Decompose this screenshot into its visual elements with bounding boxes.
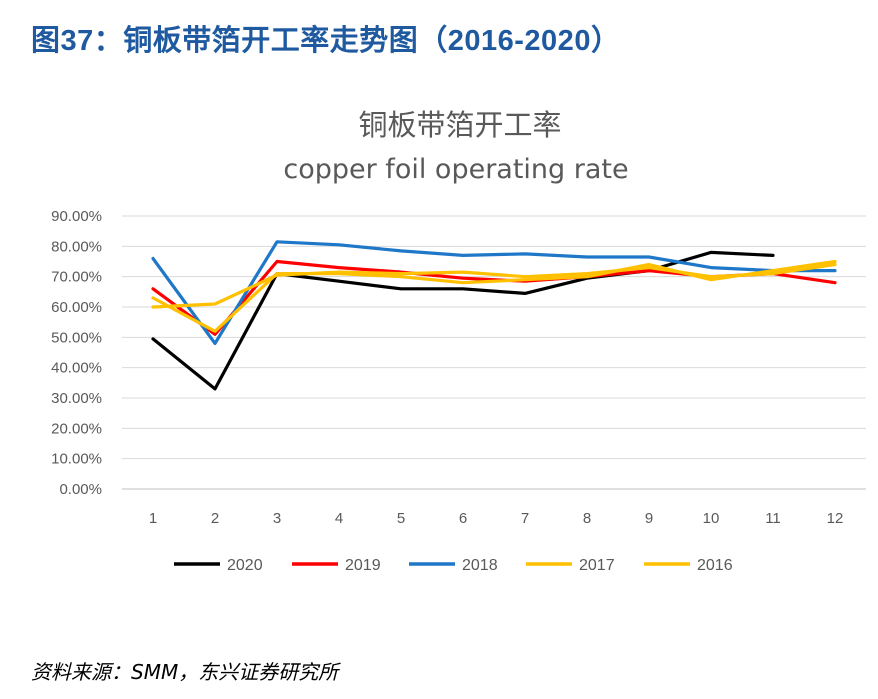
x-tick-label: 6	[459, 510, 467, 527]
series-lines	[151, 240, 837, 391]
series-line-2016	[151, 262, 837, 309]
y-tick-label: 40.00%	[51, 360, 102, 377]
x-axis-ticks: 1 2 3 4 5 6 7 8 9 10 11 12	[149, 510, 844, 527]
y-tick-label: 90.00%	[51, 208, 102, 225]
x-tick-label: 7	[521, 510, 529, 527]
x-tick-label: 9	[645, 510, 653, 527]
line-chart: 铜板带箔开工率 copper foil operating rate 0.00%…	[51, 108, 866, 574]
series-line-2020	[151, 250, 775, 391]
legend-label-2018: 2018	[462, 557, 498, 574]
legend-label-2017: 2017	[579, 557, 615, 574]
y-axis-ticks: 0.00% 10.00% 20.00% 30.00% 40.00% 50.00% 60.00…	[51, 208, 102, 498]
legend-label-2020: 2020	[227, 557, 263, 574]
y-tick-label: 70.00%	[51, 269, 102, 286]
y-tick-label: 50.00%	[51, 329, 102, 346]
x-tick-label: 5	[397, 510, 405, 527]
x-tick-label: 3	[273, 510, 281, 527]
y-tick-label: 0.00%	[59, 481, 102, 498]
x-tick-label: 8	[583, 510, 591, 527]
x-tick-label: 1	[149, 510, 157, 527]
legend-label-2019: 2019	[345, 557, 381, 574]
gridlines	[122, 215, 866, 490]
legend: 2020 2019 2018 2017 2016	[174, 557, 733, 574]
y-tick-label: 30.00%	[51, 390, 102, 407]
x-tick-label: 4	[335, 510, 343, 527]
x-tick-label: 10	[703, 510, 720, 527]
figure-title: 图37：铜板带箔开工率走势图（2016-2020）	[31, 25, 621, 57]
source-note: 资料来源：SMM，东兴证券研究所	[31, 660, 339, 684]
series-line-2019	[151, 259, 837, 336]
legend-label-2016: 2016	[697, 557, 733, 574]
y-tick-label: 20.00%	[51, 420, 102, 437]
x-tick-label: 11	[765, 510, 781, 527]
x-tick-label: 2	[211, 510, 219, 527]
series-line-2018	[151, 240, 837, 345]
y-tick-label: 80.00%	[51, 238, 102, 255]
x-tick-label: 12	[827, 510, 844, 527]
series-line-2017	[151, 259, 837, 333]
y-tick-label: 10.00%	[51, 451, 102, 468]
y-tick-label: 60.00%	[51, 299, 102, 316]
chart-title: 铜板带箔开工率	[358, 108, 561, 142]
chart-subtitle: copper foil operating rate	[283, 154, 628, 185]
